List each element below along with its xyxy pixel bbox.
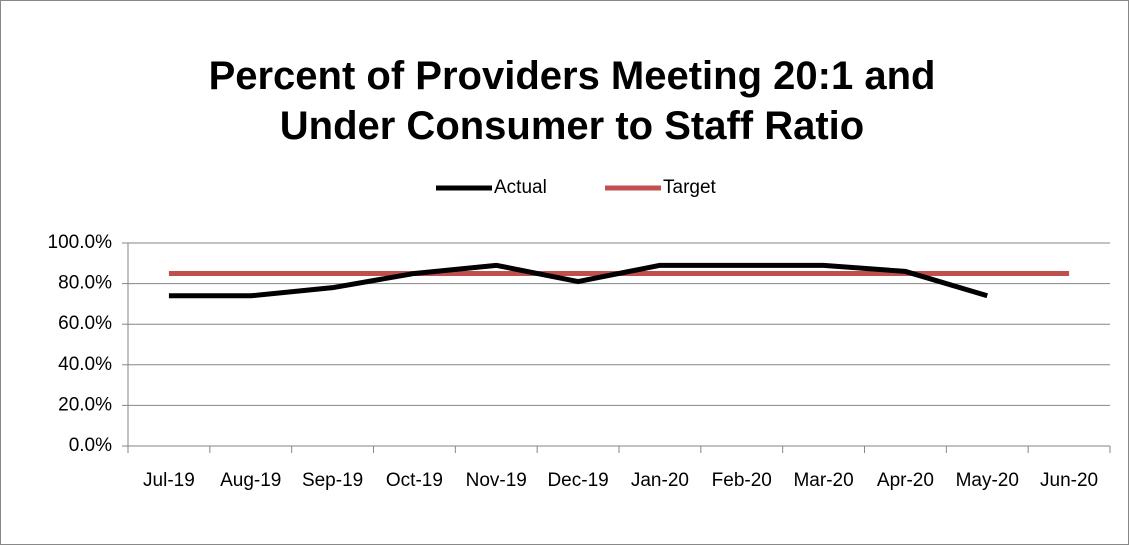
- x-tick-label: Mar-20: [793, 470, 853, 491]
- y-tick-label: 20.0%: [58, 394, 112, 415]
- x-tick-label: Nov-19: [466, 470, 527, 491]
- legend-label: Target: [663, 177, 717, 198]
- x-tick-label: Apr-20: [877, 470, 934, 491]
- x-tick-label: Aug-19: [220, 470, 281, 491]
- series-line: [168, 262, 988, 299]
- x-tick-label: Oct-19: [386, 470, 443, 491]
- x-tick-label: Jan-20: [631, 470, 689, 491]
- x-tick-label: Jun-20: [1040, 470, 1098, 491]
- chart-title: Percent of Providers Meeting 20:1 and Und…: [209, 54, 936, 148]
- y-tick-label: 80.0%: [58, 273, 112, 294]
- x-tick-label: Sep-19: [302, 470, 363, 491]
- x-tick-label: May-20: [956, 470, 1019, 491]
- y-tick-label: 40.0%: [58, 354, 112, 375]
- x-tick-label: Jul-19: [143, 470, 195, 491]
- y-tick-label: 60.0%: [58, 313, 112, 334]
- legend-label: Actual: [494, 177, 547, 198]
- x-tick-label: Dec-19: [547, 470, 608, 491]
- x-tick-label: Feb-20: [712, 470, 772, 491]
- y-tick-label: 0.0%: [69, 435, 112, 456]
- y-tick-label: 100.0%: [48, 232, 113, 253]
